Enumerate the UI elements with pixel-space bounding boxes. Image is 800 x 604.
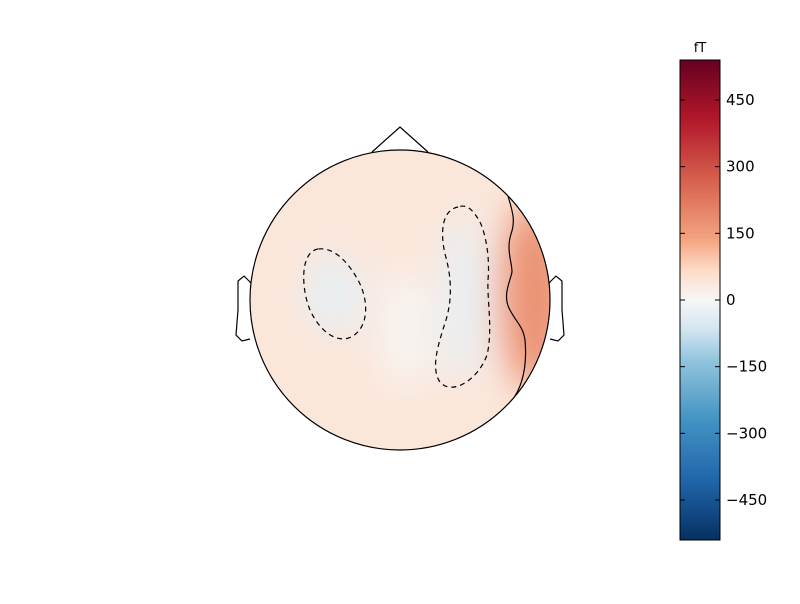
colorbar-tick-label: 150 bbox=[726, 224, 755, 242]
field-source-right-central bbox=[441, 213, 485, 383]
colorbar-tick-label: 450 bbox=[726, 91, 755, 109]
colorbar-tick-label: −150 bbox=[726, 358, 767, 376]
field-source-midline-central bbox=[380, 270, 430, 390]
colorbar: fT −450 −300 −150 0 150 300 450 bbox=[680, 41, 767, 540]
nose-outline bbox=[372, 127, 428, 152]
field-map bbox=[250, 150, 570, 450]
left-ear-outline bbox=[236, 276, 251, 341]
colorbar-tick-label: 300 bbox=[726, 158, 755, 176]
colorbar-gradient bbox=[680, 60, 720, 540]
colorbar-tick-label: 0 bbox=[726, 291, 736, 309]
colorbar-tick-label: −450 bbox=[726, 491, 767, 509]
field-source-left-temporal bbox=[304, 254, 364, 334]
colorbar-unit-label: fT bbox=[694, 41, 707, 56]
right-ear-outline bbox=[549, 276, 564, 341]
field-source-right-temporal bbox=[500, 200, 570, 390]
colorbar-tick-label: −300 bbox=[726, 424, 767, 442]
